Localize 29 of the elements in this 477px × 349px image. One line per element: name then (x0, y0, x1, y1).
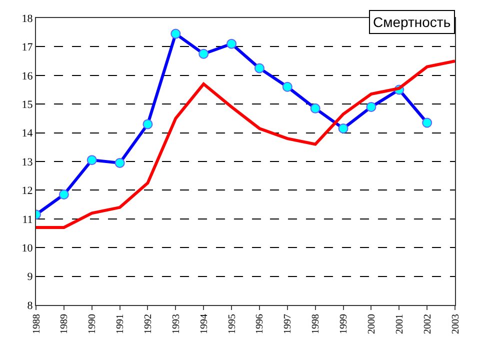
x-tick-label: 1995 (226, 314, 238, 334)
x-tick-label: 1990 (87, 314, 98, 334)
x-tick-label: 1989 (59, 314, 70, 334)
x-tick-label: 2000 (366, 314, 378, 334)
y-tick-label: 18 (22, 12, 34, 25)
y-tick-label: 11 (22, 214, 33, 226)
y-tick-label: 9 (27, 271, 34, 284)
x-tick-label: 1993 (170, 314, 182, 334)
y-tick-label: 15 (22, 98, 34, 111)
line-series (36, 60, 455, 230)
y-tick-label: 14 (22, 128, 34, 140)
x-tick-label: 1992 (142, 314, 154, 334)
chart-title: Смертность (373, 14, 451, 30)
x-tick-label: 1996 (254, 314, 266, 334)
x-tick-label: 1994 (198, 314, 210, 334)
y-tick-label: 17 (22, 42, 34, 54)
y-tick-label: 8 (27, 300, 34, 312)
y-tick-label: 16 (22, 70, 34, 82)
x-tick-label: 1991 (115, 314, 126, 334)
y-tick-label: 12 (22, 185, 33, 198)
x-tick-label: 2003 (450, 314, 462, 334)
x-tick-label: 2002 (422, 314, 434, 334)
x-tick-label: 2001 (394, 314, 406, 334)
x-tick-label: 1998 (310, 314, 322, 334)
x-tick-label: 1988 (31, 314, 42, 334)
x-tick-label: 1999 (338, 314, 350, 334)
y-tick-label: 13 (22, 156, 34, 168)
y-tick-label: 10 (22, 242, 34, 254)
x-tick-label: 1997 (282, 314, 294, 334)
